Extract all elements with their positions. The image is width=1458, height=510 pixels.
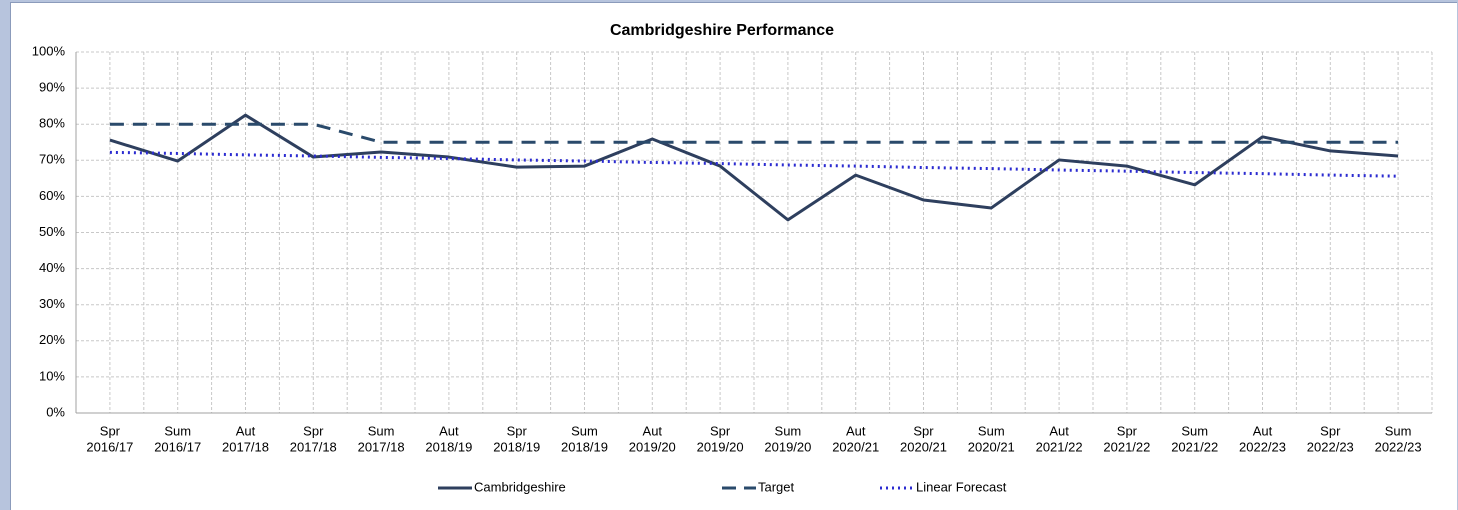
y-tick-label: 80%	[39, 116, 65, 131]
x-tick-label: 2021/22	[1103, 439, 1150, 454]
chart-panel	[10, 2, 1457, 510]
x-tick-label: 2018/19	[425, 439, 472, 454]
x-tick-label: 2022/23	[1239, 439, 1286, 454]
x-tick-label: Aut	[439, 423, 459, 438]
x-tick-label: 2017/18	[222, 439, 269, 454]
x-tick-label: Sum	[978, 423, 1005, 438]
chart-title: Cambridgeshire Performance	[610, 22, 834, 39]
x-tick-label: Aut	[236, 423, 256, 438]
x-tick-label: Spr	[1117, 423, 1138, 438]
y-tick-label: 30%	[39, 296, 65, 311]
y-tick-label: 20%	[39, 332, 65, 347]
x-tick-label: Spr	[100, 423, 121, 438]
x-tick-label: Aut	[1049, 423, 1069, 438]
y-tick-label: 100%	[32, 43, 66, 58]
y-tick-label: 90%	[39, 80, 65, 95]
x-tick-label: 2021/22	[1036, 439, 1083, 454]
x-tick-label: Aut	[1253, 423, 1273, 438]
x-tick-label: 2019/20	[764, 439, 811, 454]
y-tick-label: 50%	[39, 224, 65, 239]
x-tick-label: Spr	[303, 423, 324, 438]
y-tick-label: 40%	[39, 260, 65, 275]
line-series	[109, 122, 1399, 144]
x-tick-label: Sum	[164, 423, 191, 438]
x-tick-label: 2020/21	[900, 439, 947, 454]
x-tick-label: 2016/17	[154, 439, 201, 454]
y-tick-label: 70%	[39, 152, 65, 167]
x-tick-label: 2020/21	[832, 439, 879, 454]
x-tick-label: 2021/22	[1171, 439, 1218, 454]
legend-label: Target	[758, 479, 795, 494]
legend-label: Cambridgeshire	[474, 479, 566, 494]
x-tick-label: Aut	[643, 423, 663, 438]
x-tick-label: 2020/21	[968, 439, 1015, 454]
x-tick-label: Spr	[1320, 423, 1341, 438]
x-tick-label: Spr	[710, 423, 731, 438]
x-tick-label: 2017/18	[358, 439, 405, 454]
x-tick-label: 2018/19	[493, 439, 540, 454]
x-tick-label: Sum	[1385, 423, 1412, 438]
line-series	[109, 113, 1399, 222]
x-tick-label: 2016/17	[86, 439, 133, 454]
x-tick-label: Spr	[507, 423, 528, 438]
x-tick-label: 2022/23	[1375, 439, 1422, 454]
x-tick-label: 2017/18	[290, 439, 337, 454]
x-tick-label: Aut	[846, 423, 866, 438]
x-tick-label: Sum	[368, 423, 395, 438]
x-tick-label: Sum	[1181, 423, 1208, 438]
x-tick-label: 2019/20	[697, 439, 744, 454]
legend-label: Linear Forecast	[916, 479, 1007, 494]
x-tick-label: 2018/19	[561, 439, 608, 454]
y-tick-label: 10%	[39, 368, 65, 383]
x-tick-label: 2022/23	[1307, 439, 1354, 454]
x-tick-label: Sum	[775, 423, 802, 438]
x-tick-label: Spr	[913, 423, 934, 438]
x-tick-label: 2019/20	[629, 439, 676, 454]
y-tick-label: 0%	[46, 404, 65, 419]
y-tick-label: 60%	[39, 188, 65, 203]
x-tick-label: Sum	[571, 423, 598, 438]
